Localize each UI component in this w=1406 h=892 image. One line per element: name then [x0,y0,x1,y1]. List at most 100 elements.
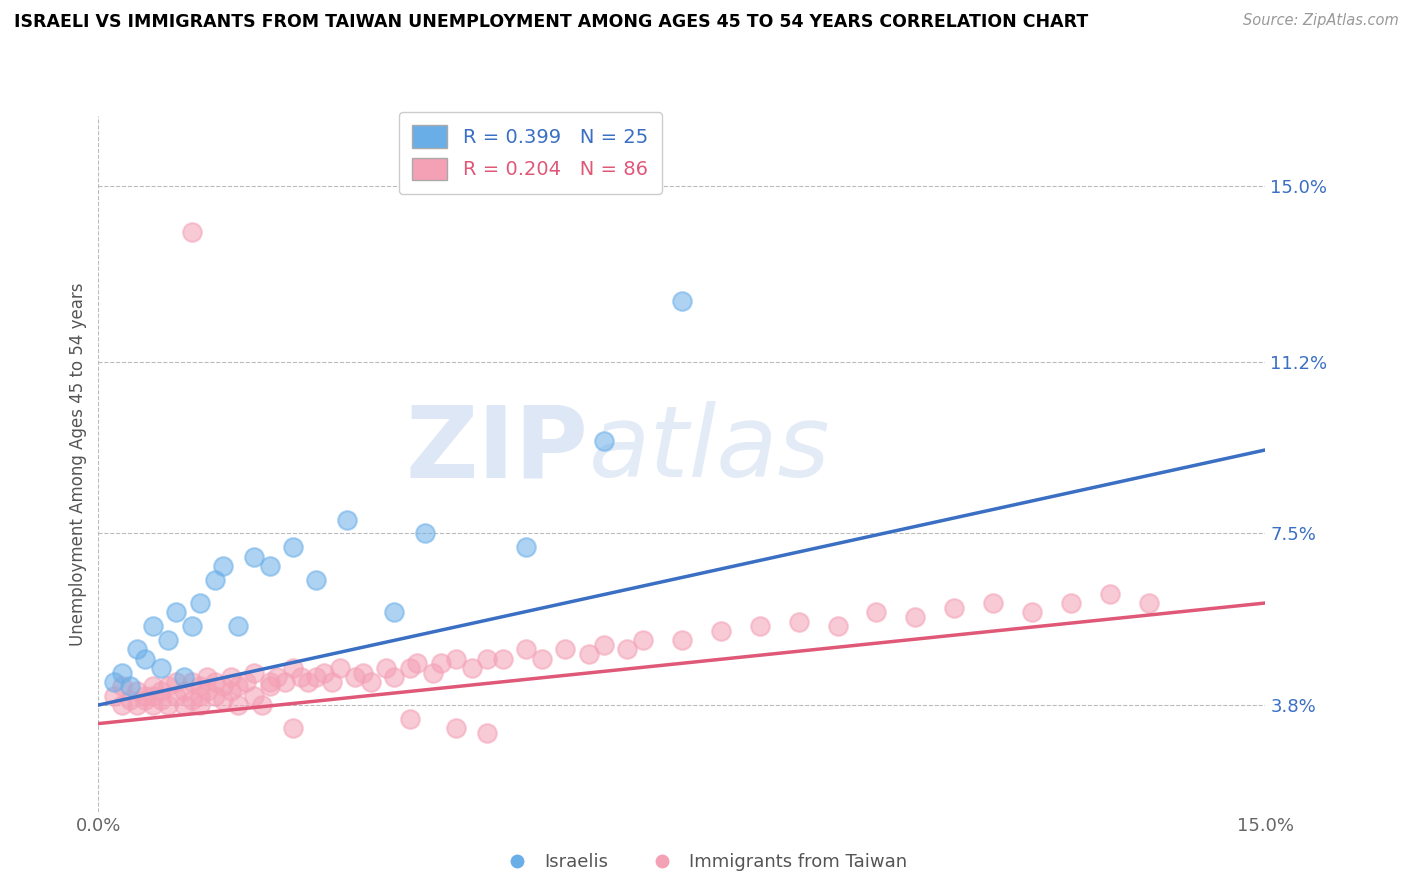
Point [360,674,382,689]
Point [118,693,141,707]
Point [127,642,149,657]
Point [111,680,134,694]
Point [281,541,304,555]
Point [127,698,149,712]
Point [180,225,202,239]
Point [243,689,266,703]
Point [173,684,195,698]
Point [188,689,211,703]
Point [671,633,693,648]
Point [149,684,172,698]
Point [904,610,927,624]
Point [243,549,266,564]
Point [593,638,616,652]
Point [204,689,226,703]
Point [710,624,733,638]
Point [413,526,436,541]
Point [111,665,134,680]
Text: ISRAELI VS IMMIGRANTS FROM TAIWAN UNEMPLOYMENT AMONG AGES 45 TO 54 YEARS CORRELA: ISRAELI VS IMMIGRANTS FROM TAIWAN UNEMPL… [14,13,1088,31]
Point [671,294,693,309]
Point [281,721,304,735]
Point [290,670,312,684]
Point [422,665,444,680]
Point [180,619,202,633]
Point [188,596,211,610]
Point [297,674,319,689]
Point [981,596,1004,610]
Point [134,693,156,707]
Point [446,651,468,665]
Point [329,661,352,675]
Point [212,558,235,573]
Point [250,698,273,712]
Point [398,712,420,726]
Point [243,665,266,680]
Point [219,684,242,698]
Point [382,670,405,684]
Point [157,680,180,694]
Point [173,670,195,684]
Point [787,615,810,629]
Point [827,619,849,633]
Point [212,680,235,694]
Point [134,651,156,665]
Point [259,558,281,573]
Y-axis label: Unemployment Among Ages 45 to 54 years: Unemployment Among Ages 45 to 54 years [69,282,87,646]
Point [515,541,537,555]
Point [593,434,616,448]
Text: ZIP: ZIP [406,401,589,499]
Point [180,693,202,707]
Point [943,600,966,615]
Point [1060,596,1083,610]
Point [142,689,165,703]
Point [165,674,187,689]
Point [352,665,374,680]
Point [1021,605,1043,619]
Point [118,680,141,694]
Point [204,573,226,587]
Point [134,689,156,703]
Point [344,670,367,684]
Point [1137,596,1160,610]
Point [748,619,770,633]
Point [477,651,499,665]
Point [865,605,887,619]
Point [336,512,359,526]
Point [165,605,187,619]
Point [228,680,250,694]
Legend: R = 0.399   N = 25, R = 0.204   N = 86: R = 0.399 N = 25, R = 0.204 N = 86 [399,112,662,194]
Point [406,657,429,671]
Point [127,684,149,698]
Point [281,661,304,675]
Point [212,693,235,707]
Point [1098,587,1121,601]
Point [157,698,180,712]
Point [578,647,600,661]
Point [305,670,328,684]
Point [305,573,328,587]
Point [530,651,553,665]
Text: Source: ZipAtlas.com: Source: ZipAtlas.com [1243,13,1399,29]
Text: atlas: atlas [589,401,830,499]
Point [616,642,638,657]
Point [165,689,187,703]
Point [375,661,398,675]
Point [461,661,484,675]
Point [111,698,134,712]
Point [142,698,165,712]
Point [228,698,250,712]
Point [321,674,343,689]
Point [103,689,125,703]
Point [266,670,288,684]
Point [142,619,165,633]
Point [103,674,125,689]
Point [188,698,211,712]
Point [180,674,202,689]
Point [554,642,576,657]
Point [429,657,451,671]
Point [188,680,211,694]
Point [382,605,405,619]
Point [219,670,242,684]
Point [515,642,537,657]
Point [157,633,180,648]
